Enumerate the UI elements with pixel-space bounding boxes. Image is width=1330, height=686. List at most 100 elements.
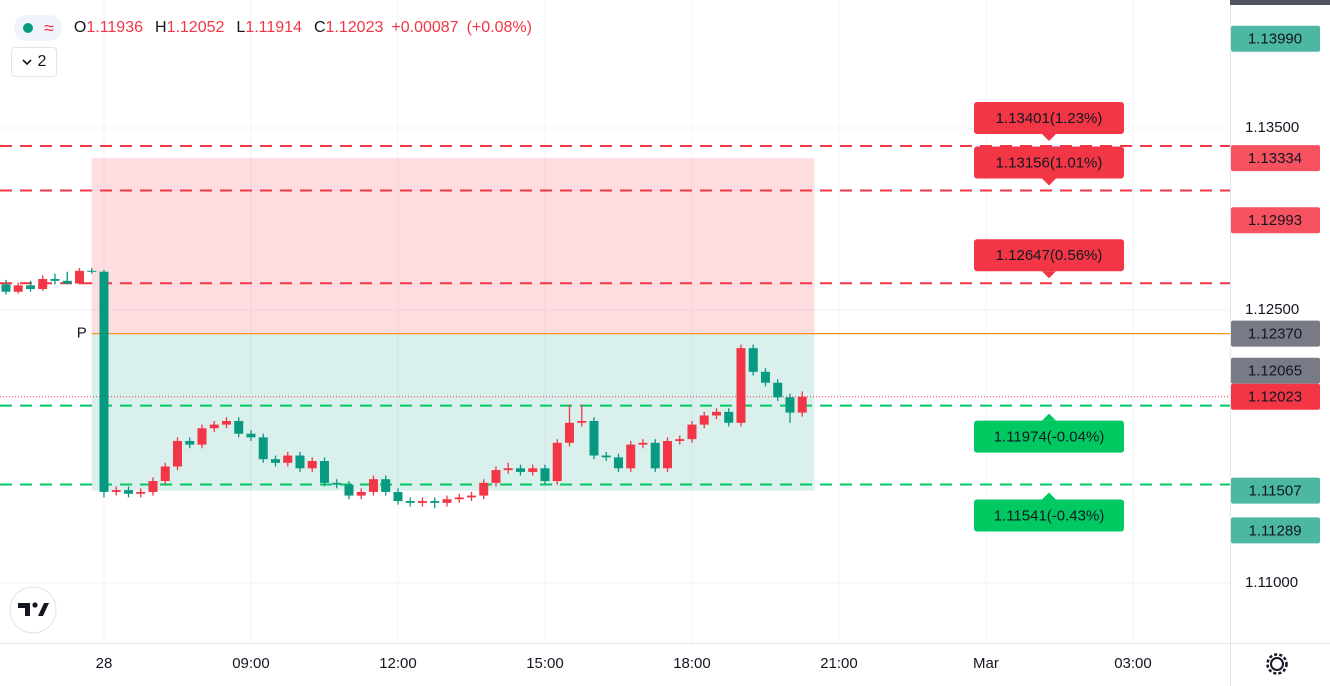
candle-body: [491, 470, 501, 483]
ohlc-value: 1.12023: [325, 19, 384, 36]
candle-body: [332, 482, 342, 485]
candle-body: [564, 422, 574, 443]
logo: [9, 586, 57, 634]
candle-body: [381, 479, 391, 492]
candle-body: [797, 396, 807, 413]
candle-body: [74, 270, 84, 284]
candle-body: [148, 481, 158, 492]
level-label: 1.13401(1.23%): [996, 110, 1103, 127]
level-layer: [0, 144, 1230, 486]
candle-body: [577, 420, 587, 423]
candle-body: [234, 420, 244, 434]
candle-body: [479, 482, 489, 496]
candle-body: [613, 457, 623, 469]
level-label: 1.13156(1.01%): [996, 155, 1103, 172]
price-tag: [1231, 207, 1320, 234]
candle-body: [552, 442, 562, 482]
candle-body: [528, 468, 538, 472]
level-label-pointer: [1042, 271, 1056, 279]
price-tag-label: 1.11507: [1248, 483, 1301, 500]
candle-body: [270, 459, 280, 463]
candle-body: [638, 442, 648, 445]
y-tick-label: 1.12500: [1245, 301, 1299, 318]
candle-body: [160, 466, 170, 482]
x-tick-label: 21:00: [820, 655, 858, 672]
price-tag: [1231, 517, 1320, 544]
ohlc-header: ≈ O 1.11936 H 1.12052 L 1.11914 C 1.12023 +0…: [14, 14, 532, 42]
price-tag-label: 1.11289: [1248, 522, 1301, 539]
x-tick-label: Mar: [973, 655, 999, 672]
status-pill[interactable]: ≈: [14, 15, 62, 41]
candle-body: [197, 428, 207, 445]
status-dot: [23, 23, 33, 33]
chevron: [21, 59, 32, 66]
price-tag-label: 1.12370: [1248, 326, 1302, 343]
axis-top-marker: [1230, 0, 1330, 5]
indicator-toggle[interactable]: 2: [11, 47, 57, 77]
candle-body: [1, 284, 11, 292]
candle-body: [38, 279, 48, 290]
x-tick-label: 12:00: [379, 655, 417, 672]
y-tick-label: 1.11000: [1245, 574, 1298, 591]
price-tag: [1231, 477, 1320, 504]
candle-body: [185, 440, 195, 445]
x-tick-label: 18:00: [673, 655, 711, 672]
candle-body: [748, 348, 758, 372]
ohlc-value: 1.11936: [86, 19, 143, 36]
level-label: 1.12647(0.56%): [996, 247, 1103, 264]
candle-body: [442, 499, 452, 503]
candle-body: [466, 495, 476, 498]
candle-body: [319, 461, 329, 483]
candle-body: [687, 424, 697, 440]
ohlc-key: C: [313, 19, 326, 36]
candle-body: [87, 270, 97, 272]
target-zone: [91, 333, 815, 491]
candle-body: [515, 468, 525, 472]
level-label-box: [974, 101, 1124, 134]
change-percent: (+0.08%): [466, 19, 532, 36]
level-label: 1.11974(-0.04%): [994, 429, 1105, 446]
candle-body: [724, 411, 734, 423]
candle-body: [393, 491, 403, 502]
candle-body: [601, 455, 611, 458]
x-tick-label: 28: [96, 655, 113, 672]
price-tag-label: 1.13334: [1248, 150, 1302, 167]
y-tick-label: 1.13500: [1245, 119, 1299, 136]
candle-body: [13, 285, 23, 292]
candle-body: [626, 444, 636, 469]
candle-body: [503, 468, 513, 471]
candle-body: [258, 437, 268, 460]
price-tag: [1231, 383, 1320, 410]
candle-body: [589, 420, 599, 456]
candle-body: [736, 348, 746, 423]
stop-zone: [91, 158, 815, 334]
indicator-count: 2: [37, 53, 47, 70]
x-tick-label: 15:00: [526, 655, 564, 672]
candle-body: [344, 484, 354, 496]
candle-body: [773, 382, 783, 398]
level-label-pointer: [1042, 413, 1056, 421]
candle-body: [62, 280, 72, 284]
candle-body: [711, 411, 721, 416]
price-tag-label: 1.13990: [1248, 31, 1302, 48]
settings-button[interactable]: [1266, 653, 1288, 675]
candle-body: [650, 442, 660, 469]
level-label-box: [974, 499, 1124, 532]
candle-body: [454, 497, 464, 500]
price-tag-label: 1.12993: [1248, 212, 1302, 229]
level-label-box: [974, 420, 1124, 453]
price-tag: [1231, 320, 1320, 347]
wave-icon: ≈: [44, 17, 54, 38]
level-label-box: [974, 239, 1124, 272]
ohlc-key: O: [73, 19, 87, 36]
price-tag: [1231, 25, 1320, 52]
candle-body: [209, 424, 219, 429]
candle-body: [368, 479, 378, 492]
level-label: 1.11541(-0.43%): [994, 507, 1105, 524]
candle-body: [540, 468, 550, 482]
candle-body: [246, 433, 256, 438]
candle-body: [785, 397, 795, 413]
candle-body: [662, 440, 672, 469]
